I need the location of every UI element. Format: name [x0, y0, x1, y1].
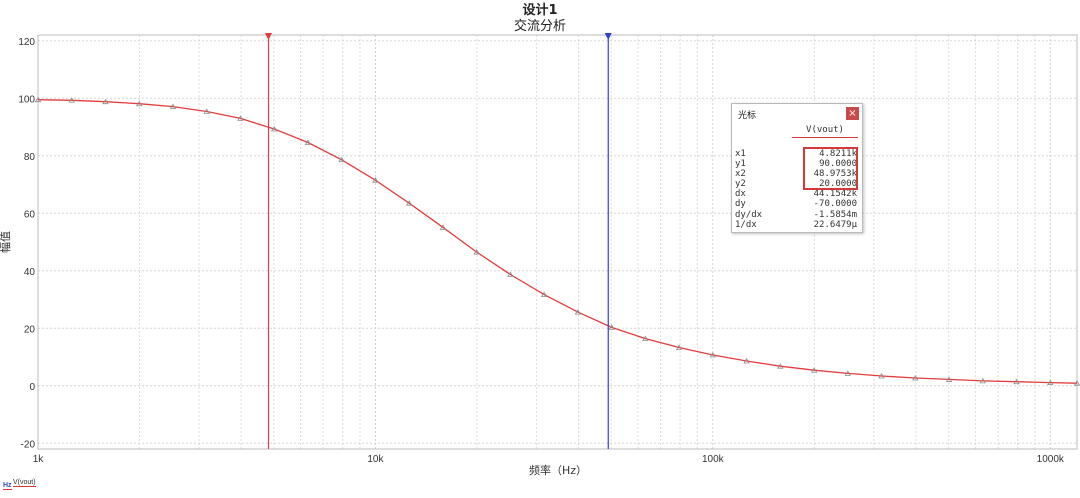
data-point: [338, 156, 345, 163]
series-layer: [34, 96, 1080, 386]
y-axis-label: 幅值: [0, 231, 12, 253]
cursor-row: x2 48.9753k: [735, 169, 859, 179]
y-axis-ticks: -20 0 20 40 60 80 100 120: [18, 37, 35, 451]
chart-subtitle: 交流分析: [514, 18, 566, 34]
cursor-row-label: dy/dx: [735, 209, 763, 220]
data-point: [574, 309, 582, 315]
cursor-1-handle[interactable]: [265, 33, 273, 40]
y-tick-label: 0: [29, 382, 35, 393]
y-tick-label: 20: [24, 324, 36, 335]
series-line: [37, 99, 1078, 384]
cursor-row-label: x1: [735, 149, 746, 159]
data-point: [642, 335, 649, 341]
data-point: [34, 96, 42, 103]
y-tick-label: 120: [18, 37, 35, 48]
legend-icon: Hz: [3, 482, 12, 490]
data-point: [507, 271, 514, 277]
data-point: [372, 177, 379, 183]
data-point: [270, 126, 278, 132]
x-tick-label: 1000k: [1037, 454, 1065, 465]
cursor-row: y2 20.0000: [735, 179, 859, 189]
data-point: [1013, 378, 1020, 385]
x-axis-ticks: 1k 10k 100k 1000k: [33, 454, 1065, 465]
data-point: [169, 103, 177, 109]
x-tick-label: 100k: [702, 454, 725, 465]
data-point: [945, 376, 953, 382]
cursor-row-value: 44.1542k: [813, 189, 857, 200]
data-point: [540, 291, 548, 298]
y-tick-label: -20: [21, 439, 36, 450]
data-point: [439, 224, 447, 230]
x-tick-label: 1k: [33, 454, 45, 465]
data-point: [979, 377, 987, 384]
cursor-row: dy -70.0000: [735, 199, 859, 209]
data-point: [1073, 380, 1080, 386]
cursor-row-value: 48.9753k: [813, 169, 857, 180]
plot-frame: [37, 34, 1078, 450]
cursor-row-label: x2: [735, 169, 746, 180]
y-tick-label: 100: [18, 94, 35, 105]
data-point: [237, 115, 244, 121]
cursor-row-label: 1/dx: [735, 219, 757, 230]
data-point: [675, 344, 683, 350]
cursor-row-value: 20.0000: [819, 179, 857, 190]
cursor-panel[interactable]: 光标 × V(vout) x1 4.8211k y1 90.0000 x2 48.9753…: [731, 103, 863, 233]
close-button[interactable]: ×: [846, 107, 859, 120]
y-tick-label: 40: [24, 267, 36, 278]
cursor-row: dx 44.1542k: [735, 189, 859, 199]
data-point: [136, 100, 143, 107]
legend-series-name: V(vout): [13, 479, 36, 487]
data-point: [405, 200, 413, 206]
data-point: [203, 108, 210, 114]
cursor-row-label: dx: [735, 189, 746, 200]
cursor-row-value: 4.8211k: [819, 149, 857, 159]
data-point: [844, 370, 852, 376]
cursor-panel-series-header: V(vout): [792, 125, 858, 138]
data-point: [878, 372, 885, 379]
cursor-row-label: dy: [735, 199, 746, 210]
y-tick-label: 80: [24, 152, 36, 163]
data-point: [102, 98, 109, 105]
cursor-row: x1 4.8211k: [735, 149, 859, 159]
cursor-row: y1 90.0000: [735, 159, 859, 169]
cursor-row: 1/dx 22.6479μ: [735, 220, 859, 230]
cursor-row-value: 22.6479μ: [813, 219, 857, 230]
cursor-panel-title: 光标: [738, 111, 757, 121]
data-point: [743, 358, 750, 364]
chart-title: 设计1: [522, 2, 557, 18]
data-point: [473, 249, 480, 255]
grid: [37, 35, 1077, 449]
x-axis-label: 频率（Hz）: [529, 463, 587, 477]
y-tick-label: 60: [24, 209, 36, 220]
data-point: [709, 352, 717, 358]
cursor-row-label: y1: [735, 159, 746, 170]
cursor-panel-rows: x1 4.8211k y1 90.0000 x2 48.9753k y2 20.0000 dx 4…: [735, 149, 859, 230]
cursor-row-value: 90.0000: [819, 159, 857, 170]
data-point: [912, 375, 919, 381]
cursor-2-handle[interactable]: [604, 33, 612, 40]
data-point: [608, 324, 615, 330]
data-point: [68, 97, 75, 103]
cursor-row-value: -1.5854m: [813, 209, 857, 220]
cursor-row-label: y2: [735, 179, 746, 190]
cursor-row-value: -70.0000: [813, 199, 857, 210]
x-tick-label: 10k: [367, 454, 384, 465]
cursor-panel-header[interactable]: 光标 ×: [732, 104, 862, 124]
data-point: [1047, 379, 1054, 385]
cursor-layer[interactable]: [265, 33, 612, 449]
data-point: [304, 139, 312, 145]
cursor-row: dy/dx -1.5854m: [735, 210, 859, 220]
highlight-box: [803, 147, 858, 190]
data-point: [810, 367, 818, 373]
data-point: [777, 363, 784, 369]
